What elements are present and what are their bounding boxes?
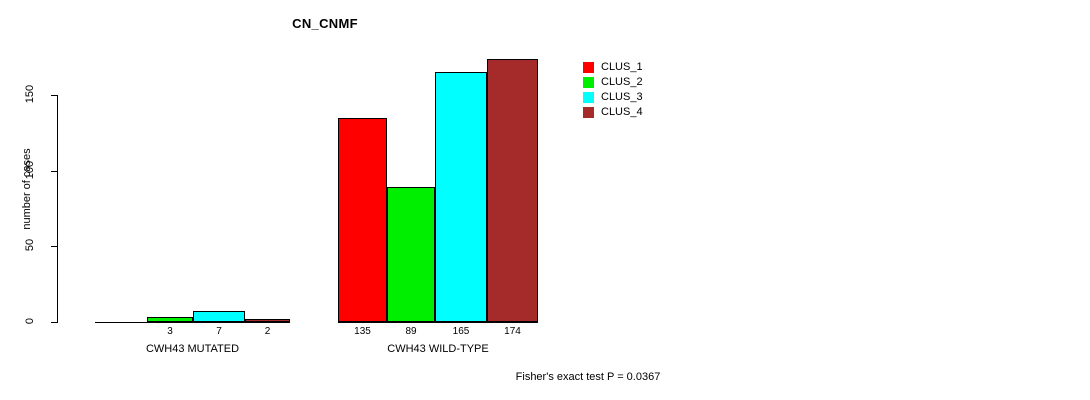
bar-value-label: 135 — [354, 326, 371, 337]
bar-clus_2 — [387, 187, 435, 322]
bar-clus_4 — [487, 58, 538, 322]
footer-annotation: Fisher's exact test P = 0.0367 — [515, 371, 661, 383]
chart-title: CN_CNMF — [292, 16, 358, 31]
bar-value-label: 7 — [216, 326, 222, 337]
y-tick-mark — [51, 95, 57, 96]
bar-clus_1 — [95, 322, 147, 323]
legend-item: CLUS_1 — [583, 60, 643, 75]
legend-swatch-icon — [583, 77, 594, 88]
y-axis-line — [57, 95, 58, 323]
legend-label: CLUS_4 — [601, 106, 643, 118]
y-tick-mark — [51, 170, 57, 172]
legend-swatch-icon — [583, 92, 594, 103]
y-tick-label: 0 — [24, 317, 36, 325]
group-label: CWH43 MUTATED — [145, 343, 240, 355]
legend-item: CLUS_3 — [583, 90, 643, 105]
bar-clus_3 — [435, 72, 487, 322]
group-label: CWH43 WILD-TYPE — [387, 343, 489, 355]
legend-swatch-icon — [583, 62, 594, 73]
bar-value-label: 89 — [405, 326, 417, 337]
chart-legend: CLUS_1 CLUS_2 CLUS_3 CLUS_4 — [583, 60, 643, 120]
bar-clus_1 — [338, 117, 387, 322]
legend-item: CLUS_4 — [583, 105, 643, 120]
legend-item: CLUS_2 — [583, 75, 643, 90]
group-baseline — [338, 322, 538, 323]
bar-value-label: 174 — [504, 326, 521, 337]
bar-clus_4 — [245, 318, 290, 322]
bar-value-label: 2 — [264, 326, 271, 337]
legend-swatch-icon — [583, 107, 594, 118]
bar-clus_3 — [193, 311, 245, 322]
bar-value-label: 3 — [167, 326, 173, 337]
bar-value-label: 165 — [452, 326, 470, 337]
legend-label: CLUS_1 — [601, 61, 643, 73]
y-tick-label: 150 — [24, 84, 36, 104]
legend-label: CLUS_3 — [601, 91, 643, 103]
bar-clus_2 — [147, 317, 193, 322]
group-baseline — [95, 322, 290, 323]
y-tick-label: 50 — [24, 239, 36, 252]
y-tick-mark — [51, 322, 57, 323]
legend-label: CLUS_2 — [601, 76, 643, 88]
y-tick-mark — [51, 246, 57, 248]
y-tick-label: 100 — [24, 160, 36, 179]
